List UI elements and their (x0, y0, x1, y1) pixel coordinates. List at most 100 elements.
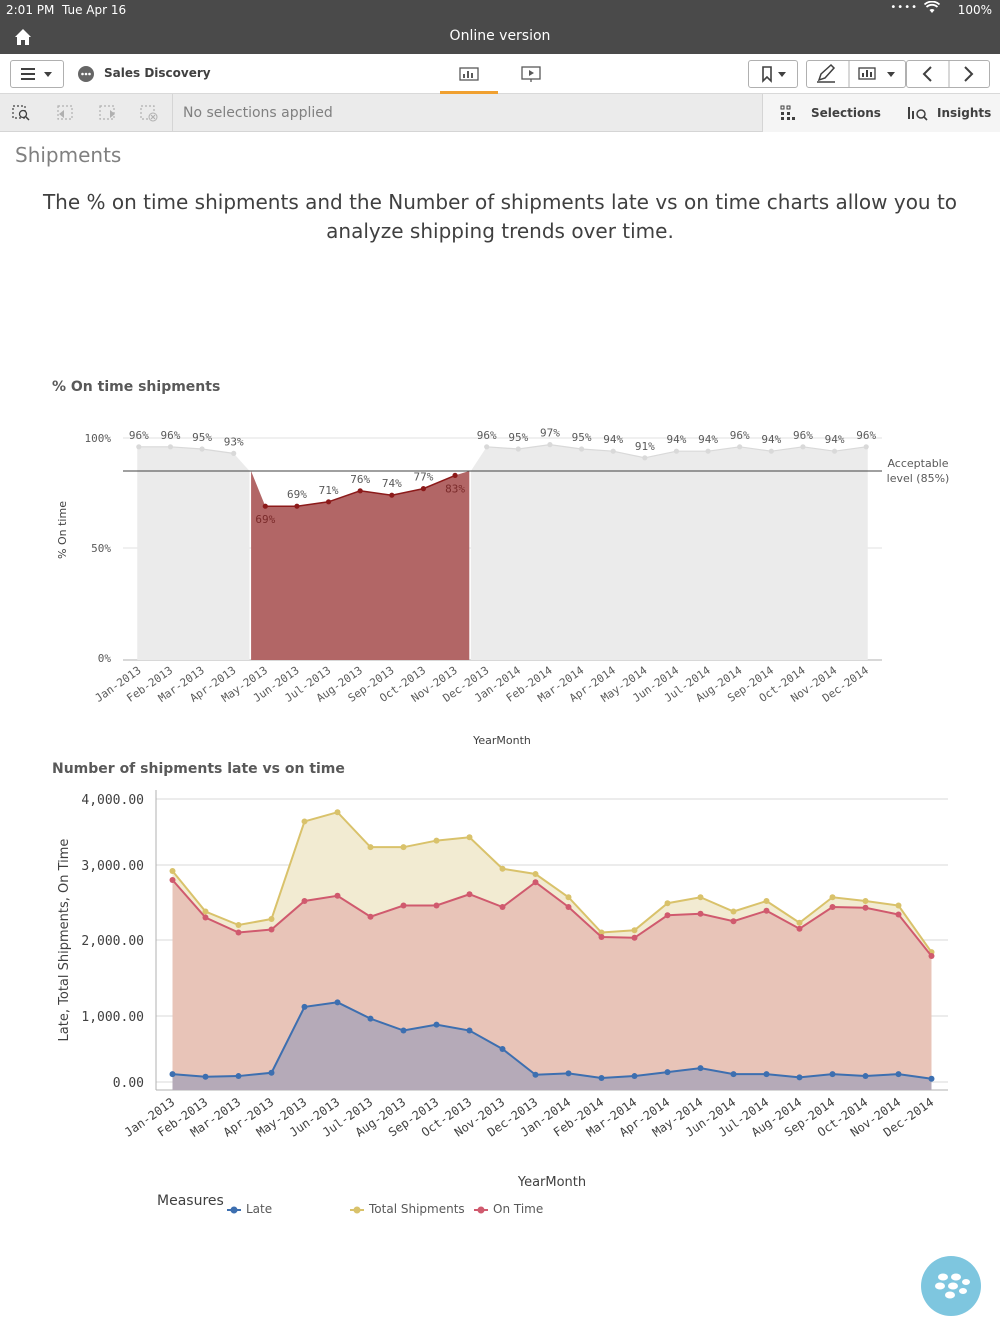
presentation-icon (521, 66, 541, 82)
data-point (829, 1071, 836, 1078)
data-point (642, 455, 648, 461)
reference-label: Acceptable (887, 457, 948, 470)
data-point (199, 446, 205, 452)
data-point (169, 1071, 176, 1078)
data-point (796, 925, 803, 932)
data-point (532, 879, 539, 886)
chevron-right-icon[interactable] (964, 66, 974, 82)
data-point (433, 837, 440, 844)
data-point (452, 472, 458, 478)
chevron-left-icon[interactable] (922, 66, 932, 82)
bookmark-icon (762, 66, 786, 83)
app-name[interactable]: Sales Discovery (104, 66, 211, 80)
data-point (231, 450, 237, 456)
area-above-target (470, 444, 868, 660)
home-icon[interactable] (12, 26, 34, 48)
data-point (367, 844, 374, 851)
sheet-title: Shipments (15, 143, 122, 167)
legend-label: Total Shipments (369, 1202, 465, 1216)
selections-button[interactable]: Selections (811, 106, 881, 120)
tab-storytelling[interactable] (502, 54, 560, 94)
y-tick-label: 0% (98, 652, 112, 665)
legend-label: On Time (493, 1202, 544, 1216)
data-point (547, 442, 553, 448)
pencil-icon[interactable] (817, 63, 836, 83)
data-point (664, 912, 671, 919)
data-point (268, 916, 275, 922)
data-point (301, 898, 308, 904)
toolbar: Sales Discovery (0, 54, 1000, 94)
data-point (294, 503, 300, 509)
data-point (796, 1074, 803, 1081)
data-point (499, 904, 506, 910)
line-above-target (138, 446, 234, 454)
legend-item[interactable]: Total Shipments (350, 1202, 465, 1216)
data-label: 76% (350, 473, 370, 486)
data-label: 74% (382, 477, 402, 490)
status-time: 2:01 PM (6, 3, 55, 17)
data-point (420, 486, 427, 492)
area-below-target (251, 471, 470, 660)
legend-item[interactable]: Late (227, 1202, 272, 1216)
bookmark-button[interactable] (748, 60, 798, 88)
insights-icon[interactable] (907, 105, 929, 125)
sheet-description: The % on time shipments and the Number o… (42, 190, 958, 243)
data-point (565, 904, 572, 910)
hamburger-icon (21, 68, 52, 80)
data-point (565, 1070, 572, 1077)
data-label: 77% (414, 471, 434, 484)
late-vs-ontime-chart[interactable]: 0.001,000.002,000.003,000.004,000.00Jan-… (0, 780, 1000, 1200)
step-back-icon[interactable] (55, 104, 75, 122)
y-tick-label: 50% (91, 542, 111, 555)
data-label: 69% (255, 513, 275, 526)
data-point (763, 1071, 770, 1078)
data-point (367, 1015, 374, 1022)
y-axis-title: Late, Total Shipments, On Time (57, 839, 72, 1042)
smart-search-icon[interactable] (12, 104, 32, 122)
data-point (610, 448, 616, 454)
data-point (763, 907, 770, 914)
clear-selections-icon[interactable] (139, 104, 159, 122)
data-point (400, 1027, 407, 1034)
data-label: 96% (129, 429, 149, 442)
data-point (466, 1027, 473, 1034)
app-icon[interactable] (78, 66, 94, 82)
status-bar: 2:01 PM Tue Apr 16 •••• 100% (0, 0, 1000, 20)
data-point (136, 444, 142, 450)
selections-icon[interactable] (780, 105, 796, 125)
menu-button[interactable] (10, 60, 64, 88)
data-point (532, 871, 539, 877)
legend-label: Late (246, 1202, 273, 1216)
data-point (697, 1065, 704, 1072)
legend-item[interactable]: On Time (474, 1202, 543, 1216)
data-point (863, 444, 869, 450)
divider (172, 94, 173, 132)
data-point (268, 1069, 275, 1076)
ontime-percent-chart[interactable]: 0% 50% 100% Acceptable level (85%) 96% 96% 95% 9… (0, 400, 1000, 760)
y-axis-title: % On time (56, 501, 69, 559)
x-axis-title: YearMonth (517, 1175, 586, 1190)
series-line-on-time (171, 879, 933, 957)
data-point (796, 919, 803, 926)
legend-title: Measures (157, 1193, 224, 1209)
data-point (730, 908, 737, 915)
data-point (829, 904, 836, 910)
data-point (532, 1071, 539, 1078)
data-point (697, 910, 704, 917)
data-label: 94% (667, 433, 687, 446)
data-point (673, 448, 680, 454)
data-point (301, 1003, 308, 1010)
y-tick-label: 4,000.00 (81, 793, 144, 808)
blackberry-fab[interactable] (921, 1256, 981, 1316)
chart-icon[interactable] (858, 67, 876, 80)
chart2-title: Number of shipments late vs on time (52, 761, 345, 777)
insights-button[interactable]: Insights (937, 106, 992, 120)
data-label: 96% (730, 429, 750, 442)
data-label: 93% (224, 435, 244, 448)
legend-swatch (474, 1206, 488, 1213)
data-point (202, 914, 209, 921)
tab-sheet[interactable] (440, 54, 498, 94)
data-point (829, 894, 836, 901)
step-forward-icon[interactable] (97, 104, 117, 122)
sheet-icon (459, 67, 479, 81)
